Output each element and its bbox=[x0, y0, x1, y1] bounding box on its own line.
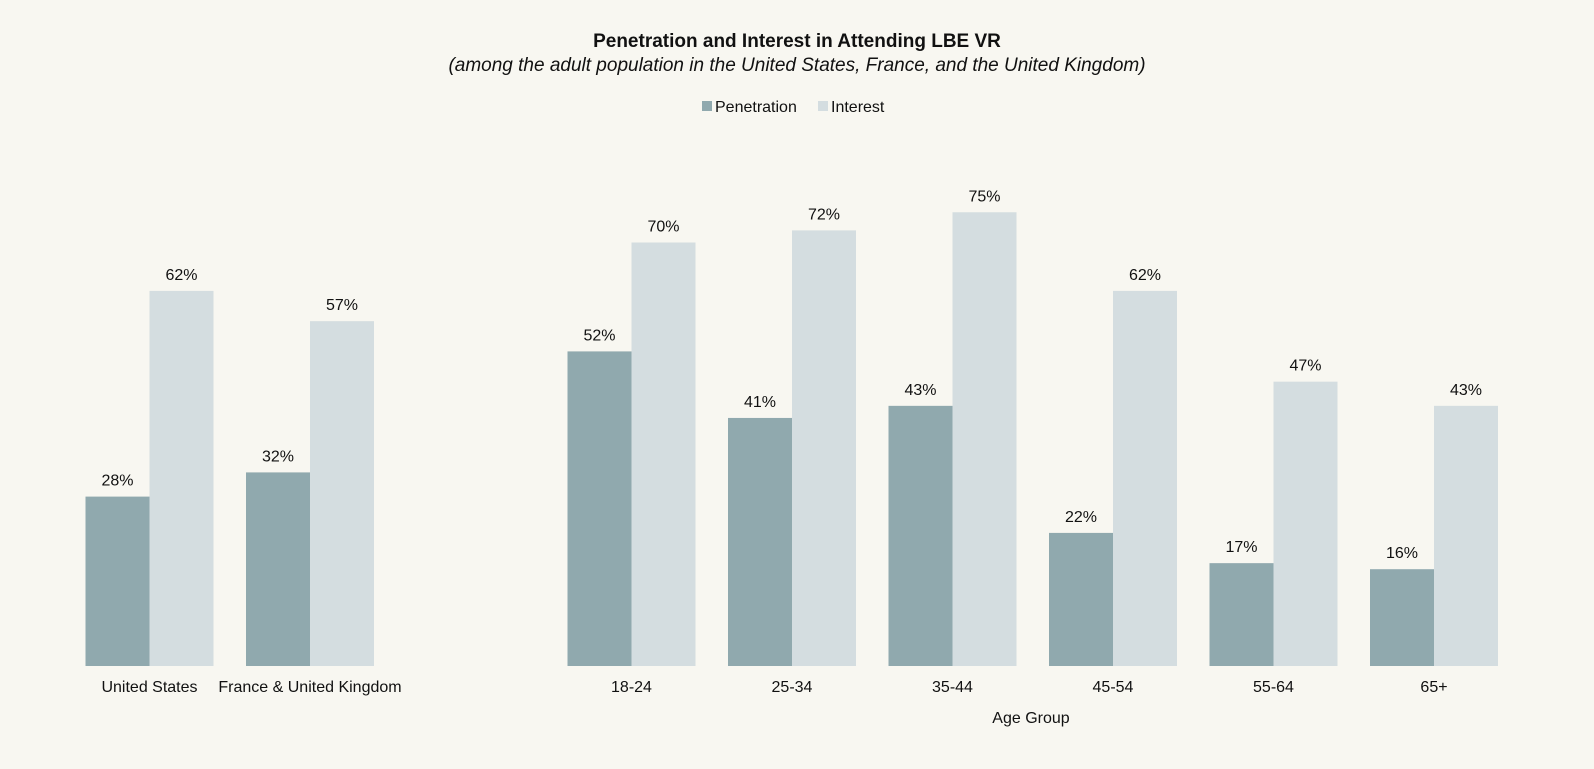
data-label-penetration: 52% bbox=[583, 327, 615, 344]
data-label-interest: 47% bbox=[1289, 358, 1321, 375]
bar-penetration bbox=[567, 351, 632, 666]
bar-interest bbox=[952, 212, 1017, 666]
x-tick-label: 18-24 bbox=[611, 679, 652, 696]
bar-interest bbox=[631, 242, 696, 666]
x-axis-label-age-group: Age Group bbox=[992, 710, 1069, 727]
bar-interest bbox=[792, 230, 856, 666]
bar-penetration bbox=[246, 472, 310, 666]
legend: Penetration Interest bbox=[702, 99, 885, 116]
bar-penetration bbox=[1370, 569, 1434, 666]
legend-label-penetration: Penetration bbox=[715, 99, 797, 116]
x-tick-label: 25-34 bbox=[772, 679, 813, 696]
data-label-interest: 57% bbox=[326, 297, 358, 314]
chart-title: Penetration and Interest in Attending LB… bbox=[593, 31, 1001, 52]
data-label-interest: 70% bbox=[647, 219, 679, 236]
data-label-penetration: 41% bbox=[744, 394, 776, 411]
x-tick-label: 55-64 bbox=[1253, 679, 1294, 696]
bar-interest bbox=[149, 290, 214, 666]
data-label-penetration: 32% bbox=[262, 448, 294, 465]
bar-interest bbox=[1273, 381, 1338, 666]
data-label-penetration: 43% bbox=[904, 382, 936, 399]
bar-penetration bbox=[888, 405, 953, 666]
x-tick-label: United States bbox=[101, 679, 197, 696]
bar-penetration bbox=[728, 417, 792, 666]
legend-swatch-interest bbox=[818, 101, 828, 111]
data-label-interest: 75% bbox=[968, 188, 1000, 205]
data-label-penetration: 22% bbox=[1065, 509, 1097, 526]
bar-interest bbox=[1113, 290, 1177, 666]
data-label-penetration: 17% bbox=[1225, 539, 1257, 556]
data-label-interest: 43% bbox=[1450, 382, 1482, 399]
bar-penetration bbox=[1049, 532, 1113, 666]
data-label-interest: 62% bbox=[165, 267, 197, 284]
bar-penetration bbox=[85, 496, 150, 666]
x-tick-label: 35-44 bbox=[932, 679, 973, 696]
data-label-penetration: 16% bbox=[1386, 545, 1418, 562]
bar-penetration bbox=[1209, 563, 1274, 666]
data-label-interest: 62% bbox=[1129, 267, 1161, 284]
data-label-penetration: 28% bbox=[101, 473, 133, 490]
bar-interest bbox=[1434, 405, 1498, 666]
chart-subtitle: (among the adult population in the Unite… bbox=[448, 55, 1145, 76]
data-label-interest: 72% bbox=[808, 206, 840, 223]
x-tick-label: 45-54 bbox=[1093, 679, 1134, 696]
legend-label-interest: Interest bbox=[831, 99, 885, 116]
legend-swatch-penetration bbox=[702, 101, 712, 111]
x-tick-label: 65+ bbox=[1420, 679, 1447, 696]
x-tick-label: France & United Kingdom bbox=[218, 679, 401, 696]
bar-interest bbox=[310, 321, 374, 666]
